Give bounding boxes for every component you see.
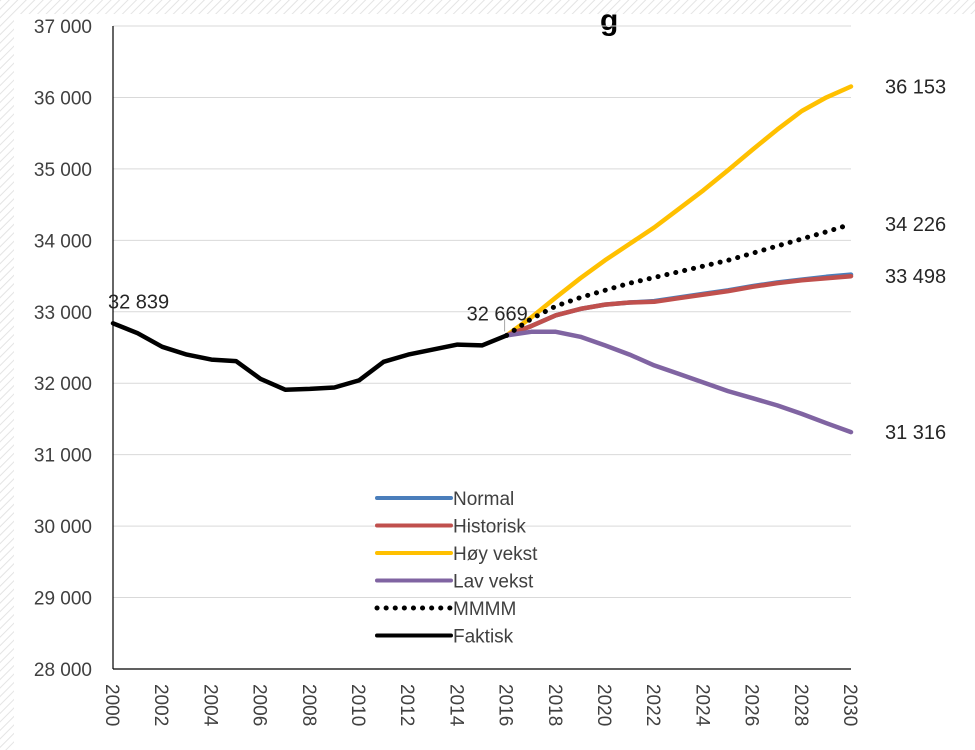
x-tick-label: 2002 (150, 684, 171, 726)
x-axis-tick-labels: 2000 2002 2004 2006 2008 2010 2012 2014 2016 2018… (101, 684, 860, 727)
x-tick-label: 2024 (691, 684, 712, 727)
y-tick-label: 31 000 (34, 446, 92, 467)
x-tick-label: 2030 (839, 684, 860, 726)
y-tick-label: 34 000 (34, 231, 92, 252)
x-tick-label: 2008 (298, 684, 319, 726)
legend-label-faktisk: Faktisk (453, 627, 514, 648)
x-tick-label: 2016 (495, 684, 516, 726)
data-label: 36 153 (885, 77, 946, 99)
x-tick-label: 2006 (249, 684, 270, 726)
series-line-faktisk (110, 321, 509, 392)
x-tick-label: 2022 (642, 684, 663, 726)
legend-label-h-y-vekst: Høy vekst (453, 544, 538, 565)
x-tick-label: 2012 (396, 684, 417, 726)
legend: Normal Historisk Høy vekst Lav vekst MMMM Fak… (374, 489, 538, 648)
series-line-h-y-vekst (504, 84, 854, 338)
y-tick-label: 32 000 (34, 374, 92, 395)
data-label: 32 669 (467, 303, 528, 325)
page-border-hatch-left (0, 0, 14, 750)
x-tick-label: 2010 (347, 684, 368, 726)
y-tick-label: 35 000 (34, 160, 92, 181)
y-tick-label: 37 000 (34, 17, 92, 38)
x-tick-label: 2020 (593, 684, 614, 726)
page-border-hatch-top (0, 0, 975, 14)
x-tick-label: 2014 (445, 684, 466, 727)
x-tick-label: 2000 (101, 684, 122, 726)
legend-label-historisk: Historisk (453, 517, 526, 538)
series-lines (110, 84, 854, 435)
series-line-mmmm (504, 221, 854, 338)
data-labels: 32 839 32 669 36 153 34 226 33 498 31 316 (108, 77, 946, 445)
legend-label-normal: Normal (453, 489, 514, 510)
series-line-lav-vekst (504, 329, 854, 435)
y-axis-tick-labels: 28 000 29 000 30 000 31 000 32 000 33 000 34 0… (34, 17, 92, 681)
data-label: 32 839 (108, 291, 169, 313)
x-tick-label: 2018 (544, 684, 565, 726)
data-label: 31 316 (885, 422, 946, 444)
y-tick-label: 36 000 (34, 88, 92, 109)
y-tick-label: 29 000 (34, 589, 92, 610)
x-tick-label: 2028 (790, 684, 811, 726)
data-label: 34 226 (885, 214, 946, 236)
x-tick-label: 2026 (741, 684, 762, 726)
y-tick-label: 30 000 (34, 517, 92, 538)
y-tick-label: 33 000 (34, 303, 92, 324)
axes (112, 26, 851, 670)
legend-label-mmmm: MMMM (453, 599, 516, 620)
x-tick-label: 2004 (199, 684, 220, 727)
legend-label-lav-vekst: Lav vekst (453, 572, 534, 593)
y-tick-label: 28 000 (34, 660, 92, 681)
series-line-historisk (504, 273, 854, 338)
chart-title: g (600, 4, 618, 37)
data-label: 33 498 (885, 266, 946, 288)
chart-area (14, 14, 975, 750)
